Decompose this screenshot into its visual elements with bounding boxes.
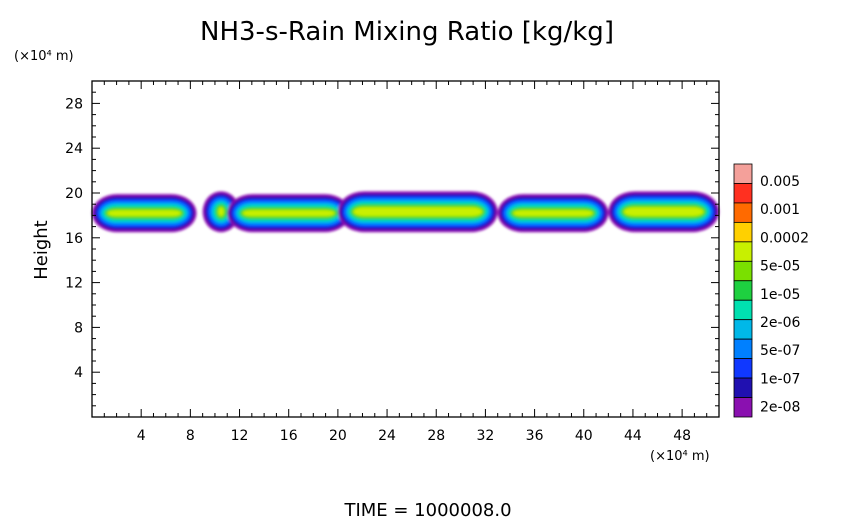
colorbar-label: 2e-06 (760, 315, 800, 331)
cloud-band (92, 191, 719, 233)
x-tick-label: 4 (137, 428, 146, 444)
y-tick-label: 4 (74, 365, 83, 381)
colorbar-swatch (733, 397, 753, 418)
cloud-contour (513, 210, 593, 216)
colorbar-label: 1e-07 (760, 371, 800, 387)
x-tick-label: 16 (280, 428, 298, 444)
y-tick-label: 20 (65, 186, 83, 202)
axis-ticks (92, 81, 719, 417)
heatmap-field (92, 191, 719, 233)
y-tick-labels: 4 8 12 16 20 24 28 (65, 96, 83, 381)
colorbar-label: 5e-05 (760, 259, 800, 275)
y-tick-label: 28 (65, 96, 83, 112)
y-tick-label: 16 (65, 231, 83, 247)
y-axis-unit: (×10⁴ m) (14, 49, 74, 64)
x-tick-label: 12 (231, 428, 249, 444)
colorbar-swatch (733, 183, 753, 204)
colorbar-label: 0.0002 (760, 230, 809, 246)
colorbar-swatch (733, 299, 753, 321)
colorbar-label: 1e-05 (760, 287, 800, 303)
x-axis-unit: (×10⁴ m) (650, 449, 710, 464)
colorbar-swatch (733, 163, 753, 184)
colorbar-label: 2e-08 (760, 400, 800, 416)
x-tick-label: 48 (673, 428, 691, 444)
colorbar-swatch (733, 358, 753, 379)
cloud-contour (243, 210, 335, 216)
colorbar-swatch (733, 202, 753, 223)
y-tick-label: 24 (65, 141, 83, 157)
colorbar-label: 0.005 (760, 174, 800, 190)
colorbar-swatch (733, 241, 753, 262)
x-tick-label: 36 (526, 428, 544, 444)
y-tick-label: 12 (65, 276, 83, 292)
x-tick-label: 32 (476, 428, 494, 444)
colorbar-label: 5e-07 (760, 343, 800, 359)
colorbar-swatch (733, 338, 753, 360)
x-tick-label: 20 (329, 428, 347, 444)
colorbar-swatch (733, 221, 753, 243)
colorbar-swatch (733, 377, 753, 398)
cloud-contour (218, 207, 224, 216)
x-tick-label: 28 (427, 428, 445, 444)
x-tick-label: 8 (186, 428, 195, 444)
y-axis-label: Height (31, 220, 52, 280)
y-tick-label: 8 (74, 320, 83, 336)
time-readout: TIME = 1000008.0 (343, 500, 511, 519)
colorbar-swatch (733, 280, 753, 301)
x-tick-labels: 4 8 12 16 20 24 28 32 36 40 44 48 (137, 428, 691, 444)
x-tick-label: 40 (575, 428, 593, 444)
colorbar-swatch (733, 319, 753, 340)
x-tick-label: 44 (624, 428, 642, 444)
cloud-contour (624, 207, 704, 216)
colorbar-label: 0.001 (760, 202, 800, 218)
plot-frame (91, 80, 720, 418)
x-tick-label: 24 (378, 428, 396, 444)
colorbar-swatch (733, 260, 753, 282)
cloud-contour (107, 210, 181, 216)
chart-title: NH3-s-Rain Mixing Ratio [kg/kg] (200, 17, 614, 47)
cloud-contour (353, 207, 482, 216)
colorbar: 0.005 0.001 0.0002 5e-05 1e-05 2e-06 5e-07 1e-0… (733, 163, 809, 418)
